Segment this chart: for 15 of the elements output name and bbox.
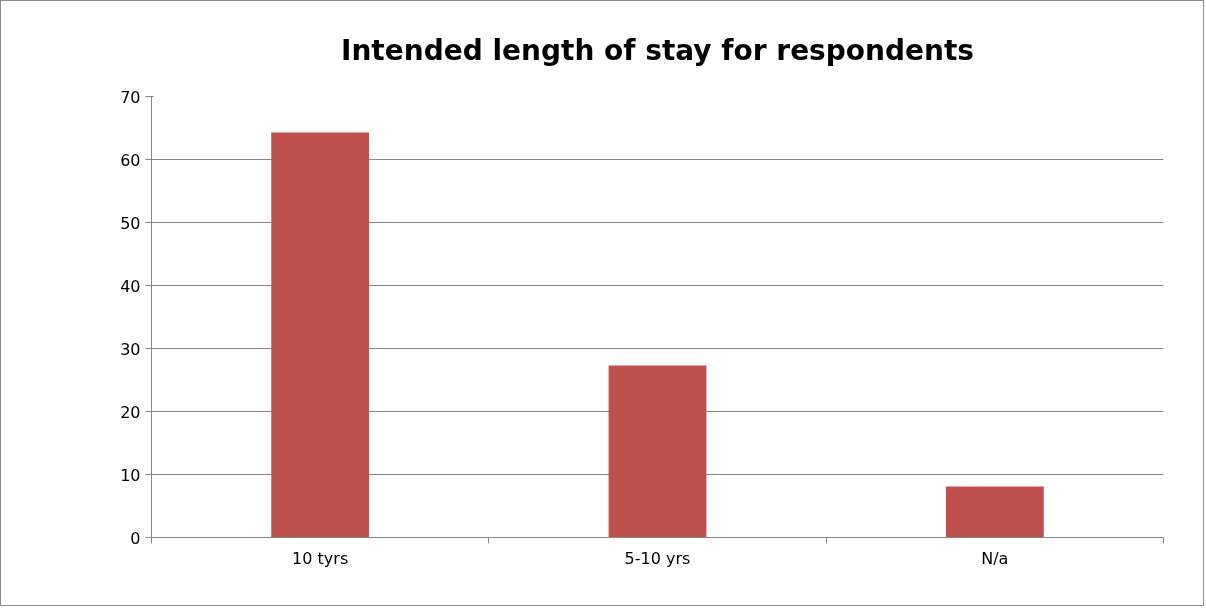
x-tick-label: N/a	[981, 548, 1009, 568]
chart-title: Intended length of stay for respondents	[340, 33, 975, 67]
y-tick-label: 50	[120, 213, 141, 233]
y-tick-label: 60	[120, 150, 141, 170]
y-tick-label: 0	[130, 528, 141, 548]
bar	[608, 365, 707, 538]
bar	[271, 132, 370, 538]
y-tick-label: 40	[120, 276, 141, 296]
y-tick-label: 70	[120, 87, 141, 107]
x-tick-label: 5-10 yrs	[624, 548, 691, 568]
y-tick-label: 10	[120, 465, 141, 485]
y-tick-label: 30	[120, 339, 141, 359]
bar	[945, 486, 1044, 538]
x-tick-label: 10 tyrs	[292, 548, 349, 568]
y-tick-label: 20	[120, 402, 141, 422]
